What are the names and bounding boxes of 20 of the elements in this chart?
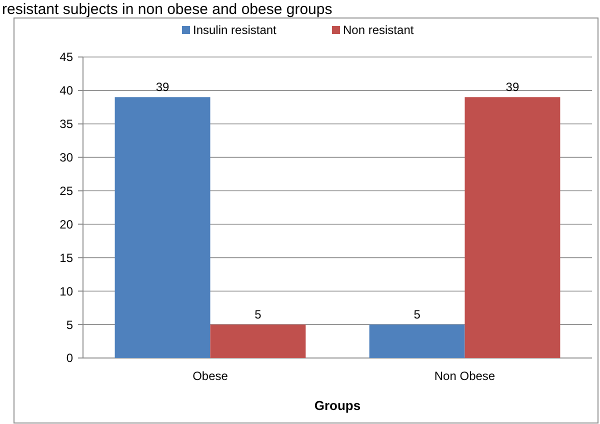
data-label: 5 — [414, 308, 421, 322]
y-tick-label: 10 — [60, 284, 74, 298]
chart-title: resistant subjects in non obese and obese groups — [2, 1, 332, 18]
y-tick-label: 20 — [60, 217, 74, 232]
y-tick-label: 25 — [60, 184, 74, 198]
x-axis-title: Groups — [314, 398, 361, 413]
data-label: 5 — [254, 308, 262, 322]
y-tick-label: 35 — [60, 117, 74, 132]
y-tick-label: 45 — [60, 50, 74, 64]
legend-label: Insulin resistant — [193, 23, 278, 37]
data-label: 39 — [506, 80, 520, 94]
y-tick-label: 40 — [60, 84, 74, 98]
y-tick-label: 15 — [60, 250, 74, 265]
x-tick-label: Non Obese — [434, 369, 496, 383]
y-tick-label: 0 — [66, 351, 74, 366]
legend-label: Non resistant — [343, 23, 414, 37]
y-tick-label: 5 — [66, 318, 74, 332]
x-tick-label: Obese — [192, 369, 228, 383]
y-tick-label: 30 — [60, 150, 74, 165]
data-label: 39 — [156, 80, 170, 94]
